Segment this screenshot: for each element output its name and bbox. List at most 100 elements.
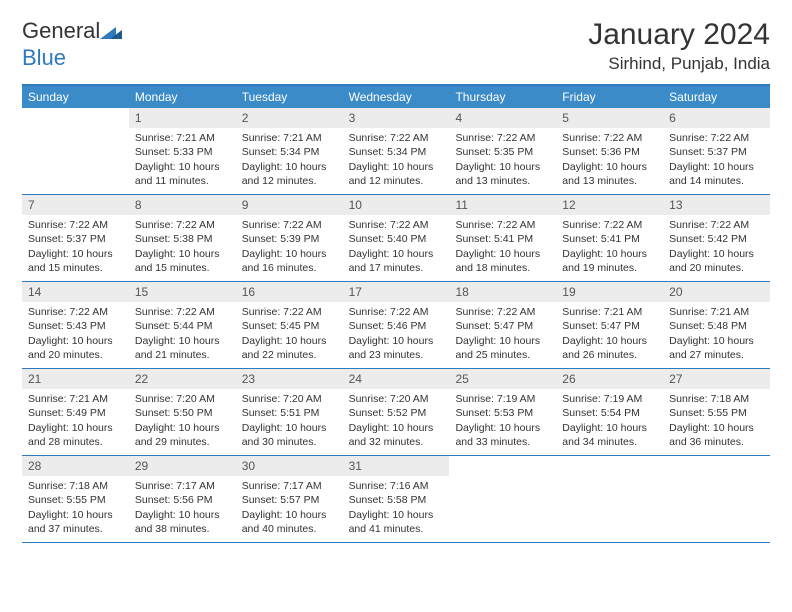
sunset-text: Sunset: 5:49 PM	[28, 406, 123, 420]
day-body: Sunrise: 7:17 AMSunset: 5:57 PMDaylight:…	[236, 476, 343, 541]
sunrise-text: Sunrise: 7:22 AM	[562, 218, 657, 232]
daylight-text-2: and 15 minutes.	[28, 261, 123, 275]
week-row: 14Sunrise: 7:22 AMSunset: 5:43 PMDayligh…	[22, 282, 770, 369]
daylight-text: Daylight: 10 hours	[455, 421, 550, 435]
sunrise-text: Sunrise: 7:18 AM	[669, 392, 764, 406]
day-body: Sunrise: 7:21 AMSunset: 5:47 PMDaylight:…	[556, 302, 663, 367]
sunrise-text: Sunrise: 7:22 AM	[242, 218, 337, 232]
weekday-header: Wednesday	[343, 86, 450, 108]
sunset-text: Sunset: 5:40 PM	[349, 232, 444, 246]
daylight-text-2: and 37 minutes.	[28, 522, 123, 536]
day-cell: 8Sunrise: 7:22 AMSunset: 5:38 PMDaylight…	[129, 195, 236, 281]
sunset-text: Sunset: 5:54 PM	[562, 406, 657, 420]
sunset-text: Sunset: 5:34 PM	[242, 145, 337, 159]
daylight-text-2: and 20 minutes.	[28, 348, 123, 362]
sunrise-text: Sunrise: 7:22 AM	[242, 305, 337, 319]
daylight-text-2: and 14 minutes.	[669, 174, 764, 188]
day-number: 22	[129, 369, 236, 389]
weekday-header: Saturday	[663, 86, 770, 108]
day-body: Sunrise: 7:22 AMSunset: 5:41 PMDaylight:…	[449, 215, 556, 280]
daylight-text: Daylight: 10 hours	[242, 421, 337, 435]
day-number: 28	[22, 456, 129, 476]
day-cell: 10Sunrise: 7:22 AMSunset: 5:40 PMDayligh…	[343, 195, 450, 281]
sunrise-text: Sunrise: 7:21 AM	[562, 305, 657, 319]
sunset-text: Sunset: 5:57 PM	[242, 493, 337, 507]
sunrise-text: Sunrise: 7:19 AM	[455, 392, 550, 406]
day-body: Sunrise: 7:19 AMSunset: 5:54 PMDaylight:…	[556, 389, 663, 454]
brand-first: General	[22, 18, 100, 43]
daylight-text-2: and 27 minutes.	[669, 348, 764, 362]
sunset-text: Sunset: 5:48 PM	[669, 319, 764, 333]
daylight-text: Daylight: 10 hours	[455, 334, 550, 348]
day-cell: 1Sunrise: 7:21 AMSunset: 5:33 PMDaylight…	[129, 108, 236, 194]
day-cell: 2Sunrise: 7:21 AMSunset: 5:34 PMDaylight…	[236, 108, 343, 194]
daylight-text: Daylight: 10 hours	[28, 421, 123, 435]
sunrise-text: Sunrise: 7:21 AM	[135, 131, 230, 145]
sunrise-text: Sunrise: 7:22 AM	[669, 131, 764, 145]
week-row: 7Sunrise: 7:22 AMSunset: 5:37 PMDaylight…	[22, 195, 770, 282]
sunset-text: Sunset: 5:55 PM	[669, 406, 764, 420]
day-cell: 26Sunrise: 7:19 AMSunset: 5:54 PMDayligh…	[556, 369, 663, 455]
day-cell: 14Sunrise: 7:22 AMSunset: 5:43 PMDayligh…	[22, 282, 129, 368]
daylight-text: Daylight: 10 hours	[135, 247, 230, 261]
day-number	[449, 456, 556, 476]
day-number: 24	[343, 369, 450, 389]
weekday-header: Tuesday	[236, 86, 343, 108]
sunrise-text: Sunrise: 7:22 AM	[28, 218, 123, 232]
day-number: 11	[449, 195, 556, 215]
sunrise-text: Sunrise: 7:22 AM	[669, 218, 764, 232]
day-cell	[22, 108, 129, 194]
day-number: 18	[449, 282, 556, 302]
sunset-text: Sunset: 5:39 PM	[242, 232, 337, 246]
daylight-text: Daylight: 10 hours	[669, 160, 764, 174]
sunrise-text: Sunrise: 7:16 AM	[349, 479, 444, 493]
sunset-text: Sunset: 5:41 PM	[455, 232, 550, 246]
day-number	[22, 108, 129, 128]
day-number	[556, 456, 663, 476]
day-number: 20	[663, 282, 770, 302]
day-body: Sunrise: 7:22 AMSunset: 5:38 PMDaylight:…	[129, 215, 236, 280]
daylight-text: Daylight: 10 hours	[135, 160, 230, 174]
day-body: Sunrise: 7:22 AMSunset: 5:36 PMDaylight:…	[556, 128, 663, 193]
day-number: 10	[343, 195, 450, 215]
daylight-text-2: and 25 minutes.	[455, 348, 550, 362]
daylight-text: Daylight: 10 hours	[455, 160, 550, 174]
daylight-text-2: and 18 minutes.	[455, 261, 550, 275]
day-number: 17	[343, 282, 450, 302]
sunset-text: Sunset: 5:56 PM	[135, 493, 230, 507]
weekday-header: Monday	[129, 86, 236, 108]
day-cell	[663, 456, 770, 542]
brand-name: General Blue	[22, 18, 122, 71]
day-number: 25	[449, 369, 556, 389]
day-cell: 21Sunrise: 7:21 AMSunset: 5:49 PMDayligh…	[22, 369, 129, 455]
daylight-text: Daylight: 10 hours	[349, 508, 444, 522]
day-cell: 28Sunrise: 7:18 AMSunset: 5:55 PMDayligh…	[22, 456, 129, 542]
sunset-text: Sunset: 5:33 PM	[135, 145, 230, 159]
sunset-text: Sunset: 5:38 PM	[135, 232, 230, 246]
daylight-text: Daylight: 10 hours	[562, 247, 657, 261]
day-number: 16	[236, 282, 343, 302]
title-block: January 2024 Sirhind, Punjab, India	[588, 18, 770, 74]
day-cell: 17Sunrise: 7:22 AMSunset: 5:46 PMDayligh…	[343, 282, 450, 368]
sunset-text: Sunset: 5:53 PM	[455, 406, 550, 420]
sunrise-text: Sunrise: 7:22 AM	[349, 305, 444, 319]
sunrise-text: Sunrise: 7:22 AM	[455, 131, 550, 145]
day-body: Sunrise: 7:22 AMSunset: 5:46 PMDaylight:…	[343, 302, 450, 367]
day-cell: 27Sunrise: 7:18 AMSunset: 5:55 PMDayligh…	[663, 369, 770, 455]
day-cell: 5Sunrise: 7:22 AMSunset: 5:36 PMDaylight…	[556, 108, 663, 194]
daylight-text: Daylight: 10 hours	[242, 160, 337, 174]
day-body: Sunrise: 7:22 AMSunset: 5:37 PMDaylight:…	[663, 128, 770, 193]
day-body: Sunrise: 7:21 AMSunset: 5:48 PMDaylight:…	[663, 302, 770, 367]
day-number: 14	[22, 282, 129, 302]
weekday-header: Sunday	[22, 86, 129, 108]
sunset-text: Sunset: 5:37 PM	[28, 232, 123, 246]
sunrise-text: Sunrise: 7:22 AM	[135, 305, 230, 319]
daylight-text: Daylight: 10 hours	[349, 421, 444, 435]
day-number: 8	[129, 195, 236, 215]
day-body: Sunrise: 7:16 AMSunset: 5:58 PMDaylight:…	[343, 476, 450, 541]
day-number: 5	[556, 108, 663, 128]
day-number: 21	[22, 369, 129, 389]
day-body: Sunrise: 7:21 AMSunset: 5:49 PMDaylight:…	[22, 389, 129, 454]
daylight-text-2: and 21 minutes.	[135, 348, 230, 362]
day-cell: 18Sunrise: 7:22 AMSunset: 5:47 PMDayligh…	[449, 282, 556, 368]
